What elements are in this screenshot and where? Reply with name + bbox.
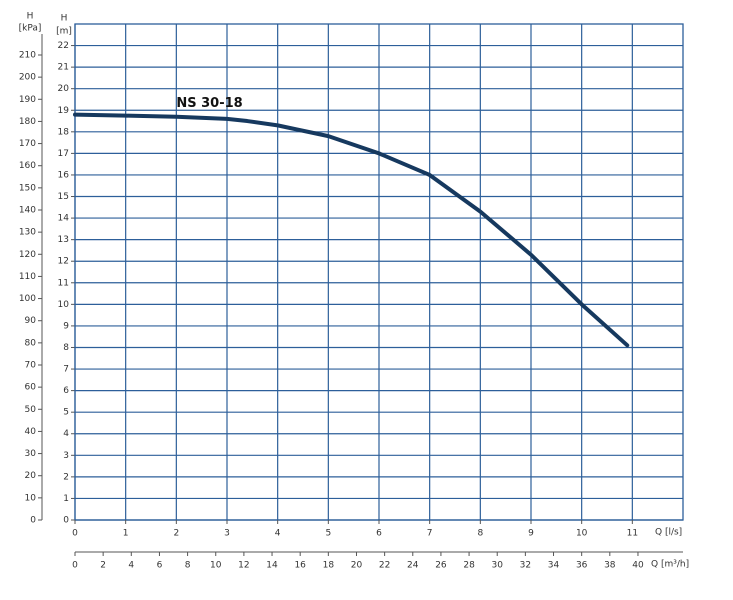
y2-tick-label: 60 [25, 383, 37, 393]
y2-unit: [kPa] [19, 24, 42, 34]
y-tick-label: 14 [58, 214, 70, 224]
y-tick-label: 16 [58, 170, 70, 180]
x2-tick-label: 8 [185, 561, 191, 571]
y2-tick-label: 80 [25, 338, 37, 348]
y-tick-label: 4 [63, 429, 69, 439]
y-tick-label: 13 [58, 235, 69, 245]
y2-tick-label: 10 [25, 493, 37, 503]
y2-tick-label: 120 [19, 250, 36, 260]
y-tick-label: 15 [58, 192, 69, 202]
y-label: H [61, 14, 68, 24]
curve-label: NS 30-18 [176, 96, 242, 111]
x-tick-label: 3 [224, 529, 230, 539]
x2-tick-label: 26 [435, 561, 447, 571]
y-tick-label: 1 [63, 494, 69, 504]
y2-tick-label: 160 [19, 161, 36, 171]
y-tick-label: 12 [58, 257, 69, 267]
y2-tick-label: 150 [19, 183, 36, 193]
pump-curve [73, 112, 630, 348]
y2-tick-label: 170 [19, 139, 36, 149]
y2-tick-label: 70 [25, 361, 37, 371]
x-tick-label: 7 [427, 529, 433, 539]
x-tick-label: 8 [477, 529, 483, 539]
x-tick-label: 9 [528, 529, 534, 539]
x2-tick-label: 28 [463, 561, 475, 571]
y2-tick-label: 200 [19, 73, 36, 83]
x2-tick-label: 20 [351, 561, 363, 571]
x-tick-label: 11 [627, 529, 638, 539]
x2-tick-label: 32 [520, 561, 531, 571]
x2-tick-label: 38 [604, 561, 616, 571]
y-tick-label: 5 [63, 408, 69, 418]
y2-tick-label: 100 [19, 294, 36, 304]
y2-tick-label: 40 [25, 427, 37, 437]
y-tick-label: 8 [63, 343, 69, 353]
y2-tick-label: 0 [30, 516, 36, 526]
x2-tick-label: 40 [632, 561, 644, 571]
x2-tick-label: 2 [100, 561, 106, 571]
x2-tick-label: 0 [72, 561, 78, 571]
x-tick-label: 1 [123, 529, 129, 539]
y-tick-label: 10 [58, 300, 70, 310]
x-tick-label: 5 [325, 529, 331, 539]
y2-tick-label: 50 [25, 405, 37, 415]
x-tick-label: 10 [576, 529, 588, 539]
y-tick-label: 9 [63, 321, 69, 331]
y-tick-label: 2 [63, 472, 69, 482]
y2-tick-label: 140 [19, 206, 36, 216]
y-tick-label: 6 [63, 386, 69, 396]
y-tick-label: 7 [63, 365, 69, 375]
x-label: Q [l/s] [655, 528, 682, 538]
y2-label: H [27, 12, 34, 22]
y2-tick-label: 90 [25, 316, 37, 326]
x-tick-label: 4 [275, 529, 281, 539]
x2-tick-label: 12 [238, 561, 249, 571]
x2-tick-label: 30 [491, 561, 503, 571]
y-tick-label: 17 [58, 149, 69, 159]
y2-tick-label: 130 [19, 228, 36, 238]
y-tick-label: 11 [58, 278, 69, 288]
x2-tick-label: 4 [128, 561, 134, 571]
y2-tick-label: 190 [19, 95, 36, 105]
x2-tick-label: 10 [210, 561, 222, 571]
x2-tick-label: 6 [157, 561, 163, 571]
y-tick-label: 22 [58, 41, 69, 51]
y-unit: [m] [56, 27, 72, 37]
y-tick-label: 20 [58, 84, 70, 94]
x2-tick-label: 22 [379, 561, 390, 571]
y2-tick-label: 110 [19, 272, 36, 282]
y2-tick-label: 180 [19, 117, 36, 127]
y-tick-label: 0 [63, 516, 69, 526]
y-tick-label: 19 [58, 106, 70, 116]
x-tick-label: 2 [173, 529, 179, 539]
y2-tick-label: 30 [25, 449, 37, 459]
x2-tick-label: 16 [294, 561, 306, 571]
x2-label: Q [m³/h] [651, 560, 689, 570]
x2-tick-label: 14 [266, 561, 278, 571]
y2-tick-label: 20 [25, 471, 37, 481]
y2-tick-label: 210 [19, 51, 36, 61]
x-tick-label: 0 [72, 529, 78, 539]
x2-tick-label: 36 [576, 561, 588, 571]
y-tick-label: 18 [58, 127, 70, 137]
x2-tick-label: 24 [407, 561, 419, 571]
x2-tick-label: 34 [548, 561, 560, 571]
y-tick-label: 3 [63, 451, 69, 461]
x-tick-label: 6 [376, 529, 382, 539]
x2-tick-label: 18 [323, 561, 335, 571]
y-tick-label: 21 [58, 63, 69, 73]
